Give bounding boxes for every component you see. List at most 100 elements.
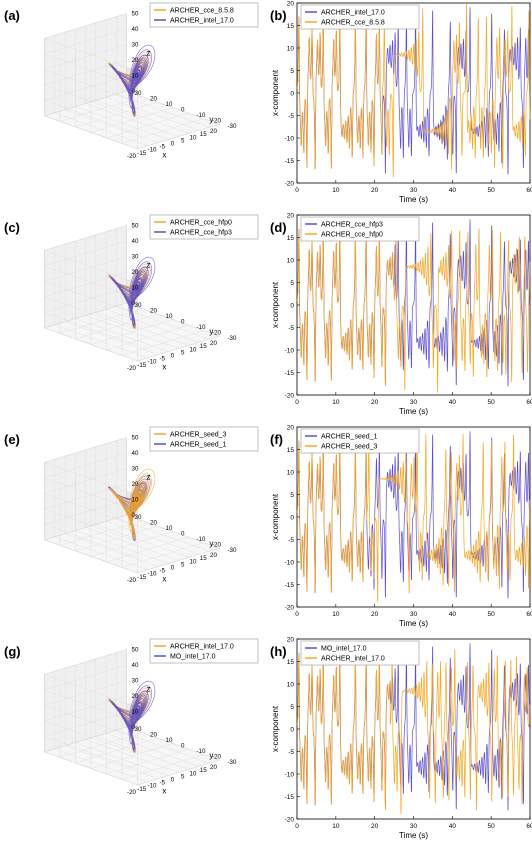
y-tick-label: 15	[287, 447, 295, 454]
y-tick-label: -20	[285, 605, 295, 612]
y-tick-label: 30	[135, 514, 142, 521]
x-tick-label: 15	[200, 555, 207, 562]
y-tick-label: -15	[285, 794, 295, 801]
z-tick-label: 30	[132, 466, 139, 473]
y-tick-label: -30	[228, 335, 238, 342]
z-tick-label: 10	[132, 285, 139, 292]
x-tick-label: 40	[449, 611, 457, 618]
y-tick-label: -10	[285, 348, 295, 355]
y-tick-label: -20	[212, 330, 222, 337]
chart-panel-d: (d)0 10 20 30 40 50 6020151050-5-10-15-20Time …	[270, 213, 532, 417]
y-tick-label: -10	[285, 136, 295, 143]
y-tick-label: -10	[285, 560, 295, 567]
gridline-y	[90, 54, 174, 133]
gridline-y	[75, 685, 158, 764]
trajectory-archer-cce-hfp3	[109, 256, 156, 328]
legend: ARCHER_cce_hfp0 ARCHER_cce_hfp3	[149, 214, 259, 240]
x-tick-label: -15	[137, 150, 147, 157]
x-tick-label: 40	[449, 399, 457, 406]
z-tick-label: 10	[132, 497, 139, 504]
gridline-y	[90, 690, 174, 769]
z-tick-label: 0	[132, 300, 136, 307]
x-tick-label: 0	[171, 777, 175, 784]
gridline-y	[137, 71, 220, 150]
x-tick-label: 20	[210, 552, 217, 559]
y-tick-label: 10	[166, 101, 173, 108]
y-tick-label: 10	[166, 525, 173, 532]
x-tick-label: 10	[332, 399, 340, 406]
x-tick-label: -10	[148, 571, 158, 578]
gridline-y	[59, 679, 143, 758]
series-archer-seed-3	[296, 433, 531, 602]
x-axis-label: Time (s)	[399, 619, 428, 628]
legend-box	[300, 4, 420, 30]
y-axis-label: y	[209, 539, 213, 548]
y-tick-label: 0	[290, 515, 294, 522]
x-tick-label: 15	[200, 131, 207, 138]
gridline-y	[106, 272, 189, 351]
x-tick-label: 30	[410, 611, 418, 618]
y-tick-label: -10	[197, 112, 207, 119]
z-tick-label: 20	[132, 269, 139, 276]
y-tick-label: 0	[290, 91, 294, 98]
y-tick-label: 15	[287, 23, 295, 30]
x-tick-label: 50	[488, 611, 496, 618]
legend-entry: ARCHER_seed_3	[321, 444, 378, 451]
z-tick-label: 50	[132, 223, 139, 230]
panel-label: (b)	[270, 8, 287, 23]
y-tick-label: 5	[290, 280, 294, 287]
z-tick-label: 0	[132, 724, 136, 731]
panel-label: (a)	[4, 8, 20, 23]
x-tick-label: 50	[488, 399, 496, 406]
legend-entry: ARCHER_seed_3	[170, 432, 227, 439]
x-tick-label: -10	[148, 783, 158, 790]
x-tick-label: 10	[190, 134, 197, 141]
y-axis-label: x-component	[271, 493, 280, 540]
y-tick-label: -10	[197, 324, 207, 331]
x-tick-label: 50	[488, 823, 496, 830]
x-tick-label: 20	[210, 340, 217, 347]
legend-box	[149, 426, 259, 452]
z-tick-label: 40	[132, 26, 139, 33]
gridline-y	[121, 701, 205, 780]
x-tick-label: 60	[526, 823, 532, 830]
x-tick-label: -5	[159, 356, 165, 363]
gridline-y	[106, 696, 189, 775]
x-tick-label: 40	[449, 823, 457, 830]
x-tick-label: -20	[127, 365, 137, 372]
y-tick-label: 5	[290, 704, 294, 711]
legend-box	[300, 428, 420, 454]
z-tick-label: 10	[132, 709, 139, 716]
y-axis-label: y	[209, 115, 213, 124]
legend-entry: ARCHER_cce_hfp0	[170, 220, 232, 227]
legend-box	[149, 214, 259, 240]
y-tick-label: 5	[290, 68, 294, 75]
z-tick-label: 0	[132, 512, 136, 519]
y-axis-label: x-component	[271, 281, 280, 328]
z-tick-label: 50	[132, 11, 139, 18]
z-axis-label: z	[147, 48, 151, 57]
y-tick-label: 20	[287, 425, 295, 432]
y-tick-label: -10	[197, 536, 207, 543]
gridline-y	[59, 467, 143, 546]
grid	[43, 225, 220, 362]
y-axis-label: y	[209, 751, 213, 760]
grid	[43, 437, 220, 574]
y-tick-label: 0	[181, 531, 185, 538]
chart-panel-g: (g)-20 -15 -10 -5 0 5 10 15 203020100-10-20-3001…	[4, 638, 259, 796]
legend: ARCHER_intel_17.0 MO_intel_17.0	[149, 638, 259, 664]
x-tick-label: 0	[295, 399, 299, 406]
y-tick-label: 10	[287, 682, 295, 689]
legend: MO_intel_17.0 ARCHER_intel_17.0	[300, 640, 420, 666]
x-tick-label: 20	[371, 823, 379, 830]
legend-entry: ARCHER_cce_8.5.8	[170, 8, 234, 15]
y-tick-label: 30	[135, 90, 142, 97]
x-axis-label: Time (s)	[399, 831, 428, 840]
x-tick-label: 0	[295, 187, 299, 194]
legend-box	[149, 2, 259, 28]
y-tick-label: 30	[135, 302, 142, 309]
y-tick-label: 10	[166, 313, 173, 320]
y-tick-label: 20	[150, 308, 157, 315]
series-archer-cce-hfp0	[296, 223, 531, 393]
series-archer-cce-8-5-8	[296, 3, 531, 178]
